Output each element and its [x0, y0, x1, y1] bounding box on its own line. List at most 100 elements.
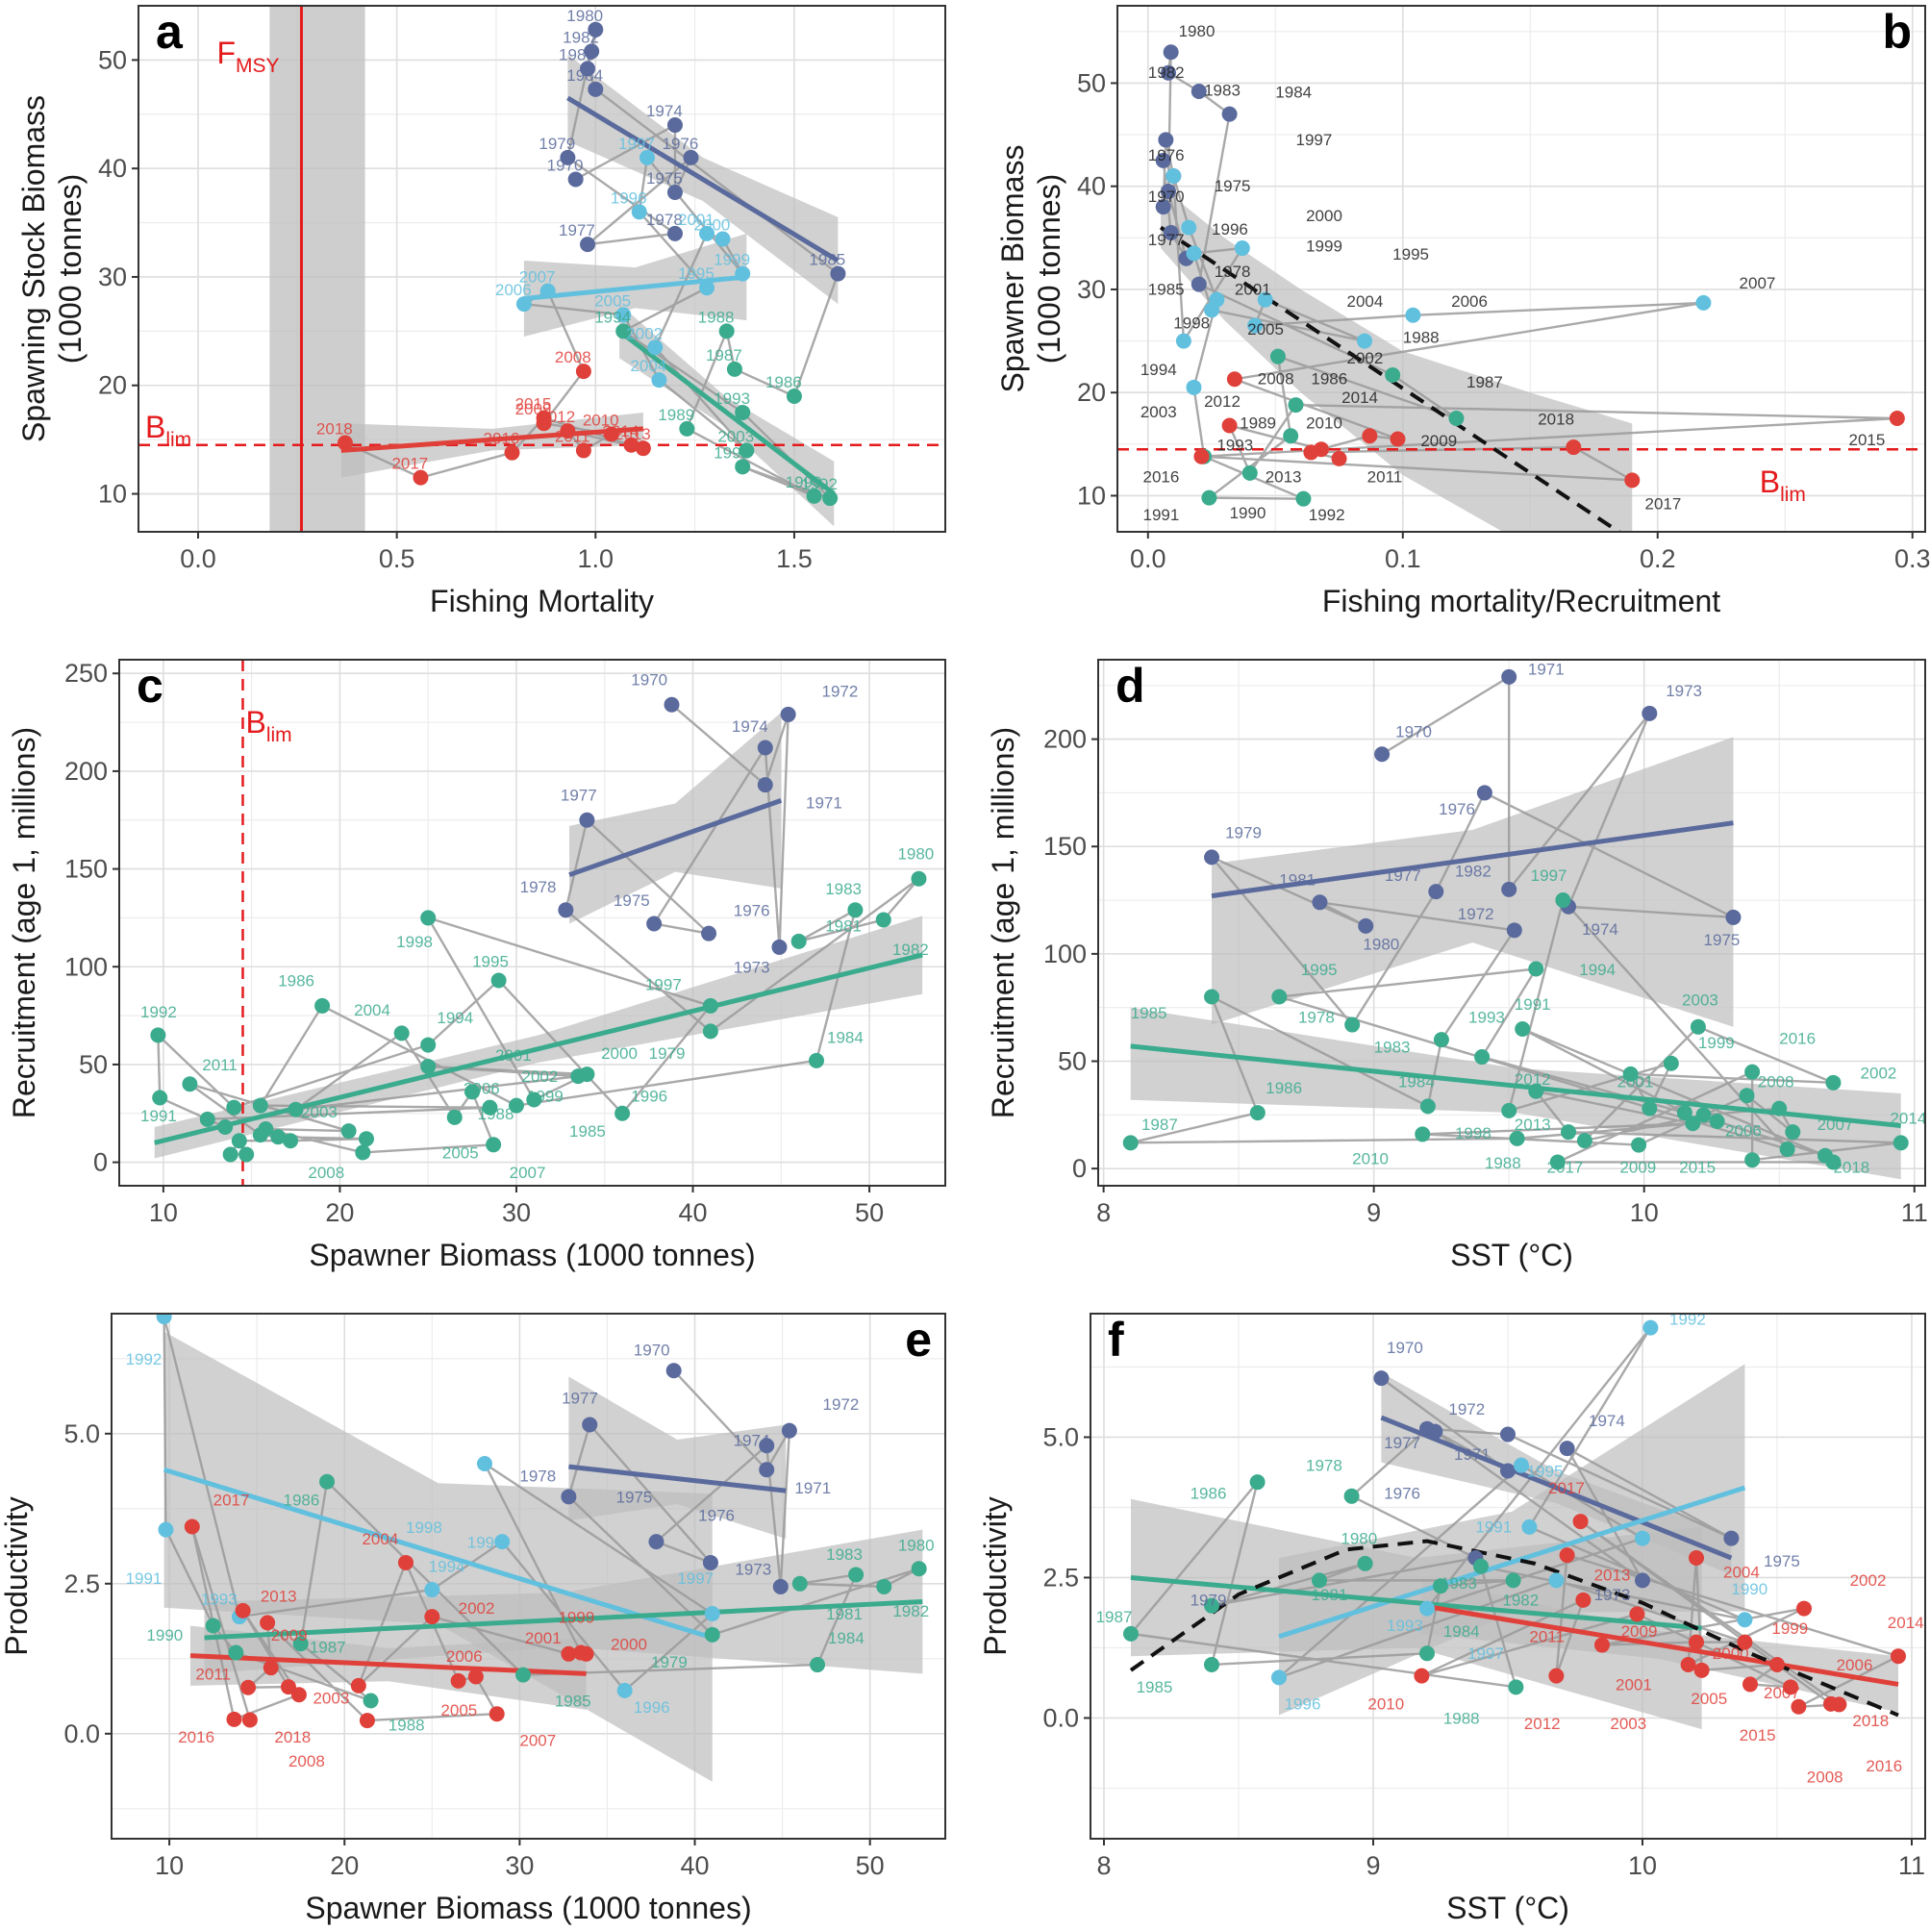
data-point-2012 [1548, 1668, 1565, 1684]
point-label: 1993 [1387, 1617, 1423, 1635]
data-point-1987 [1123, 1625, 1139, 1642]
data-point-1994 [1186, 379, 1202, 395]
point-label: 1987 [310, 1639, 346, 1657]
point-label: 1984 [566, 66, 603, 85]
y-tick-label: 10 [98, 480, 127, 509]
y-tick-label: 150 [1043, 832, 1087, 861]
point-label: 2007 [1764, 1684, 1800, 1702]
data-point-2006 [1771, 1100, 1788, 1117]
point-label: 1970 [634, 1342, 670, 1360]
point-label: 2012 [1524, 1715, 1561, 1733]
data-point-1998 [1501, 1102, 1517, 1118]
data-point-1983 [1433, 1032, 1449, 1048]
data-point-1989 [199, 1111, 215, 1127]
data-point-1987 [1122, 1135, 1139, 1151]
point-label: 2016 [178, 1728, 214, 1746]
data-point-1979 [1160, 184, 1176, 200]
data-point-1989 [679, 420, 695, 437]
data-point-2014 [623, 437, 639, 453]
point-label: 1988 [698, 308, 735, 326]
point-label: 1990 [146, 1626, 183, 1644]
point-label: 1976 [734, 901, 770, 919]
panel-label: e [905, 1313, 932, 1367]
point-label: 1981 [1312, 1586, 1348, 1604]
point-label: 2009 [1619, 1159, 1656, 1177]
data-point-1990 [205, 1618, 221, 1634]
data-point-1988 [1508, 1679, 1524, 1695]
point-label: 1977 [559, 221, 595, 239]
data-point-2020x [1331, 450, 1347, 466]
data-point-1993 [735, 404, 751, 420]
data-point-2014 [358, 1131, 374, 1147]
point-label: 1986 [765, 373, 802, 391]
data-point-1987 [292, 1636, 309, 1652]
y-axis-label: Productivity [0, 1496, 34, 1655]
y-tick-label: 5.0 [63, 1419, 100, 1448]
data-point-1988 [363, 1693, 379, 1709]
point-label: 1992 [1669, 1311, 1706, 1329]
data-point-1984 [588, 81, 604, 97]
data-point-1974 [666, 117, 683, 134]
point-label: 1980 [1179, 22, 1216, 40]
point-label: 2012 [1204, 392, 1241, 411]
data-point-2002 [1825, 1074, 1842, 1091]
x-tick-label: 40 [679, 1198, 708, 1227]
data-point-2006 [467, 1669, 484, 1685]
data-point-2008 [1226, 371, 1242, 388]
x-axis-label: SST (°C) [1446, 1891, 1569, 1925]
y-tick-label: 50 [1077, 68, 1106, 97]
point-label: 1995 [472, 952, 509, 970]
data-point-2014 [290, 1687, 307, 1703]
y-tick-label: 0 [1072, 1154, 1087, 1183]
y-tick-label: 200 [64, 757, 108, 786]
data-point-1985 [1191, 276, 1207, 292]
point-label: 1971 [1454, 1445, 1491, 1464]
data-point-1991 [1521, 1518, 1538, 1535]
plot-frame [111, 1313, 946, 1840]
x-tick-label: 0.2 [1640, 544, 1676, 573]
trend-line-navy [566, 95, 840, 263]
data-point-2001 [1594, 1637, 1610, 1653]
point-label: 1981 [826, 1605, 863, 1623]
point-label: 1982 [1502, 1592, 1539, 1610]
plot-frame [118, 659, 946, 1187]
data-point-2003 [739, 442, 755, 459]
data-point-1992 [150, 1027, 166, 1043]
point-label: 1997 [1295, 131, 1332, 149]
point-label: 1975 [1704, 931, 1741, 949]
point-label: 1978 [520, 878, 557, 896]
point-label: 1981 [1279, 870, 1316, 889]
point-label: 2006 [495, 281, 532, 299]
data-point-1986 [1249, 1474, 1266, 1491]
point-label: 1975 [616, 1489, 653, 1507]
data-point-2005 [615, 307, 632, 323]
data-point-1995 [1514, 1457, 1529, 1473]
point-label: 2012 [1515, 1070, 1551, 1089]
point-label: 2004 [354, 1001, 390, 1019]
x-tick-label: 0.5 [379, 544, 415, 573]
data-point-2009 [1631, 1137, 1647, 1153]
point-label: 1985 [555, 1693, 591, 1711]
data-point-1976 [702, 1554, 718, 1570]
point-label: 1971 [794, 1479, 831, 1497]
data-point-2018 [337, 435, 353, 451]
point-label: 1979 [1225, 823, 1262, 841]
data-point-1986 [1249, 1105, 1266, 1121]
data-point-2012 [1221, 417, 1238, 434]
point-label: 2005 [440, 1701, 477, 1719]
data-point-1985 [830, 265, 846, 282]
data-point-1985 [1204, 989, 1220, 1005]
data-point-1984 [1419, 1645, 1435, 1662]
point-label: 1996 [1285, 1695, 1321, 1714]
point-label: 2006 [1451, 292, 1488, 311]
point-label: 1994 [594, 308, 631, 326]
data-point-2008 [1783, 1679, 1798, 1695]
data-point-2014 [1892, 1135, 1909, 1151]
data-point-2017 [413, 469, 429, 486]
data-point-2006 [1769, 1656, 1785, 1672]
data-point-1992 [1676, 1105, 1692, 1121]
confidence-band-red [189, 1625, 587, 1710]
point-label: 1988 [389, 1717, 425, 1735]
point-label: 2013 [1515, 1116, 1551, 1134]
data-point-1996 [616, 1682, 633, 1698]
